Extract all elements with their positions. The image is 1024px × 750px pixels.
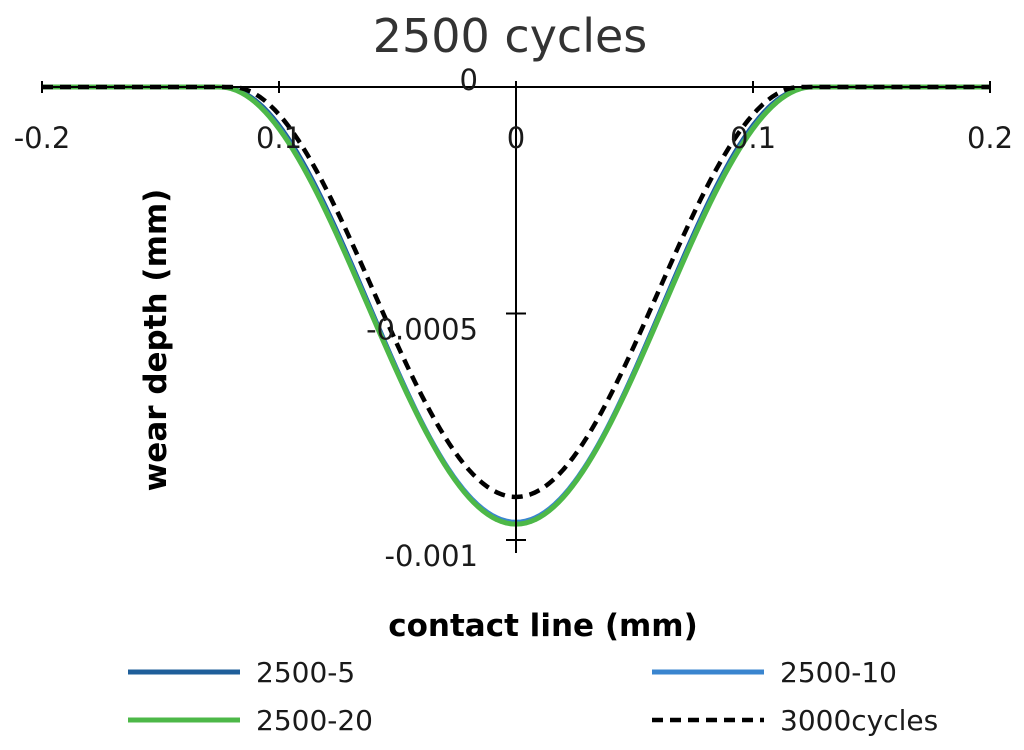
x-tick-label: 0.1 [730,121,776,155]
x-axis-title: contact line (mm) [388,608,698,644]
legend-label-2500-10: 2500-10 [780,656,897,689]
y-tick-label: -0.0005 [366,313,478,347]
y-tick-label: -0.001 [385,539,479,573]
y-tick-label: 0 [460,63,478,97]
x-tick-label: -0.2 [14,121,71,155]
legend: 2500-5 2500-10 2500-20 3000cycles [128,656,938,737]
x-ticks: -0.2 0.1 0 0.1 0.2 [14,81,1013,155]
chart-title: 2500 cycles [373,9,648,63]
legend-label-2500-20: 2500-20 [256,704,373,737]
legend-label-2500-5: 2500-5 [256,656,355,689]
x-tick-label: 0 [507,121,525,155]
x-tick-label: 0.1 [256,121,302,155]
y-axis-title: wear depth (mm) [138,189,174,492]
y-ticks: 0 -0.0005 -0.001 [366,63,526,573]
legend-label-3000cycles: 3000cycles [780,704,938,737]
x-tick-label: 0.2 [967,121,1013,155]
